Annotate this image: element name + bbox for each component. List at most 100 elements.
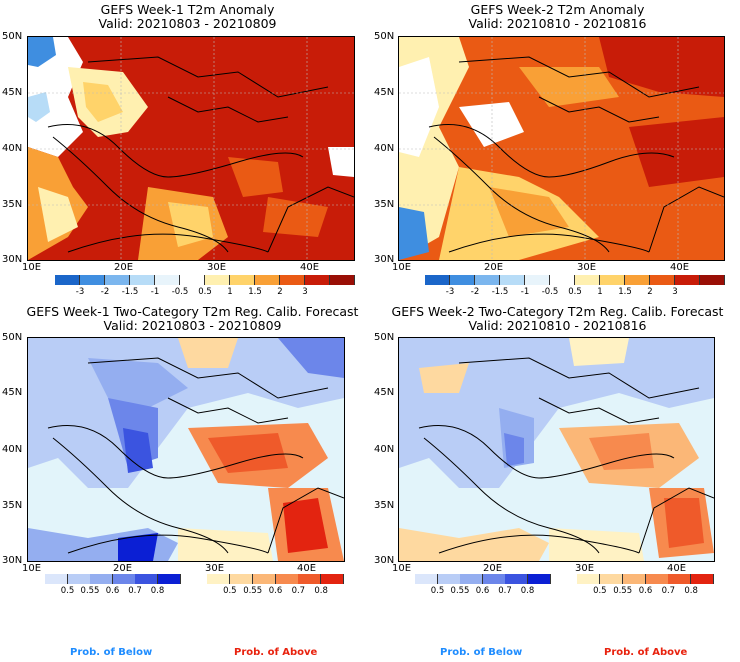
- panel-week2-probability: GEFS Week-2 Two-Category T2m Reg. Calib.…: [370, 300, 740, 662]
- colorbar-swatch: [67, 574, 91, 584]
- lon-label-20e: 20E: [483, 563, 503, 574]
- panel-title: GEFS Week-1 T2m Anomaly: [100, 2, 275, 17]
- lat-label-35n: 35N: [2, 199, 23, 210]
- lat-label-35n: 35N: [374, 500, 395, 511]
- colorbar-tick-label: 0.7: [291, 586, 306, 596]
- colorbar-tick-label: -2: [470, 287, 480, 297]
- colorbar-swatch: [437, 574, 461, 584]
- colorbar-swatch: [675, 275, 700, 285]
- prob-below-colorbar: 0.5 0.55 0.6 0.7 0.8: [415, 574, 551, 598]
- colorbar-tick-label: 0.8: [520, 586, 535, 596]
- colorbar-swatch: [460, 574, 483, 584]
- colorbar-tick-label: 2: [647, 287, 653, 297]
- colorbar-swatch: [475, 275, 500, 285]
- colorbar-swatch: [550, 275, 575, 285]
- colorbar-swatch: [280, 275, 305, 285]
- colorbar-tick-label: 0.8: [684, 586, 698, 596]
- lon-label-40e: 40E: [667, 563, 687, 574]
- colorbar-swatch: [577, 574, 600, 584]
- colorbar-swatch: [700, 275, 725, 285]
- colorbar-tick-label: 0.5: [223, 586, 237, 596]
- lon-label-40e: 40E: [297, 563, 317, 574]
- colorbar-swatch: [527, 574, 551, 584]
- colorbar-swatch: [600, 275, 625, 285]
- colorbar-swatch: [645, 574, 669, 584]
- lat-label-40n: 40N: [2, 143, 23, 154]
- colorbar-tick-label: 0.7: [661, 586, 676, 596]
- colorbar-swatch: [298, 574, 322, 584]
- colorbar-swatch: [80, 275, 105, 285]
- panel-title: GEFS Week-2 T2m Anomaly: [470, 2, 645, 17]
- colorbar-tick-label: -0.5: [541, 287, 559, 297]
- colorbar-tick-label: 1: [227, 287, 233, 297]
- panel-valid-dates: Valid: 20210803 - 20210809: [98, 16, 277, 31]
- colorbar-swatch: [650, 275, 675, 285]
- colorbar-tick-label: -1: [520, 287, 530, 297]
- colorbar-tick-label: 0.5: [60, 586, 75, 596]
- colorbar-swatch: [207, 574, 230, 584]
- colorbar-swatch: [130, 275, 155, 285]
- lat-label-45n: 45N: [2, 87, 23, 98]
- colorbar-tick-label: 0.5: [568, 287, 582, 297]
- colorbar-swatch: [112, 574, 136, 584]
- lat-label-30n: 30N: [374, 555, 395, 566]
- panel-valid-dates: Valid: 20210810 - 20210816: [468, 16, 647, 31]
- lat-label-40n: 40N: [374, 143, 395, 154]
- prob-below-label-right: Prob. of Below: [440, 647, 523, 658]
- colorbar-tick-label: -2: [100, 287, 110, 297]
- anomaly-map-week1: [27, 36, 355, 261]
- colorbar-tick-label: -3: [445, 287, 455, 297]
- colorbar-tick-label: 0.5: [430, 586, 445, 596]
- lon-label-10e: 10E: [22, 262, 42, 273]
- colorbar-tick-label: 0.55: [243, 586, 263, 596]
- colorbar-swatch: [505, 574, 528, 584]
- colorbar-tick-label: 0.7: [128, 586, 142, 596]
- colorbar-tick-label: -1: [150, 287, 160, 297]
- lon-label-40e: 40E: [300, 262, 320, 273]
- colorbar-tick-label: 0.5: [593, 586, 607, 596]
- lat-label-50n: 50N: [2, 332, 23, 343]
- lon-label-30e: 30E: [575, 563, 595, 574]
- panel-title: GEFS Week-2 Two-Category T2m Reg. Calib.…: [391, 304, 724, 319]
- colorbar-swatch: [425, 275, 450, 285]
- colorbar-swatch: [625, 275, 650, 285]
- colorbar-swatch: [105, 275, 130, 285]
- colorbar-tick-label: 1: [597, 287, 603, 297]
- lat-label-30n: 30N: [374, 254, 395, 265]
- lat-label-50n: 50N: [374, 332, 395, 343]
- colorbar-swatch: [305, 275, 330, 285]
- colorbar-tick-label: 1.5: [248, 287, 262, 297]
- colorbar-tick-label: 3: [672, 287, 678, 297]
- panel-valid-dates: Valid: 20210810 - 20210816: [468, 318, 647, 333]
- lat-label-40n: 40N: [2, 444, 23, 455]
- lat-label-45n: 45N: [374, 87, 395, 98]
- colorbar-swatch: [482, 574, 506, 584]
- colorbar-tick-label: 1.5: [618, 287, 632, 297]
- colorbar-tick-label: 0.55: [613, 586, 633, 596]
- colorbar-tick-label: 3: [302, 287, 308, 297]
- lon-label-10e: 10E: [22, 563, 42, 574]
- lat-label-45n: 45N: [2, 387, 23, 398]
- colorbar-tick-label: -1.5: [491, 287, 509, 297]
- anomaly-map-week2: [398, 36, 725, 261]
- probability-map-week1: [27, 337, 345, 562]
- lon-label-40e: 40E: [670, 262, 690, 273]
- colorbar-tick-label: 0.55: [80, 586, 100, 596]
- lon-label-20e: 20E: [113, 563, 133, 574]
- colorbar-tick-label: 0.6: [638, 586, 653, 596]
- colorbar-swatch: [229, 574, 253, 584]
- lat-label-45n: 45N: [374, 387, 395, 398]
- anomaly-colorbar: -3 -2 -1.5 -1 -0.5 0.5 1 1.5 2 3: [55, 275, 355, 299]
- prob-below-colorbar: 0.5 0.55 0.6 0.7 0.8: [45, 574, 181, 598]
- colorbar-swatch: [275, 574, 299, 584]
- colorbar-swatch: [321, 574, 345, 584]
- colorbar-swatch: [330, 275, 355, 285]
- colorbar-swatch: [90, 574, 113, 584]
- colorbar-swatch: [691, 574, 715, 584]
- colorbar-swatch: [500, 275, 525, 285]
- prob-below-label-left: Prob. of Below: [70, 647, 153, 658]
- lon-label-10e: 10E: [392, 563, 412, 574]
- colorbar-tick-label: 0.8: [314, 586, 328, 596]
- colorbar-swatch: [622, 574, 646, 584]
- colorbar-tick-label: 0.7: [498, 586, 512, 596]
